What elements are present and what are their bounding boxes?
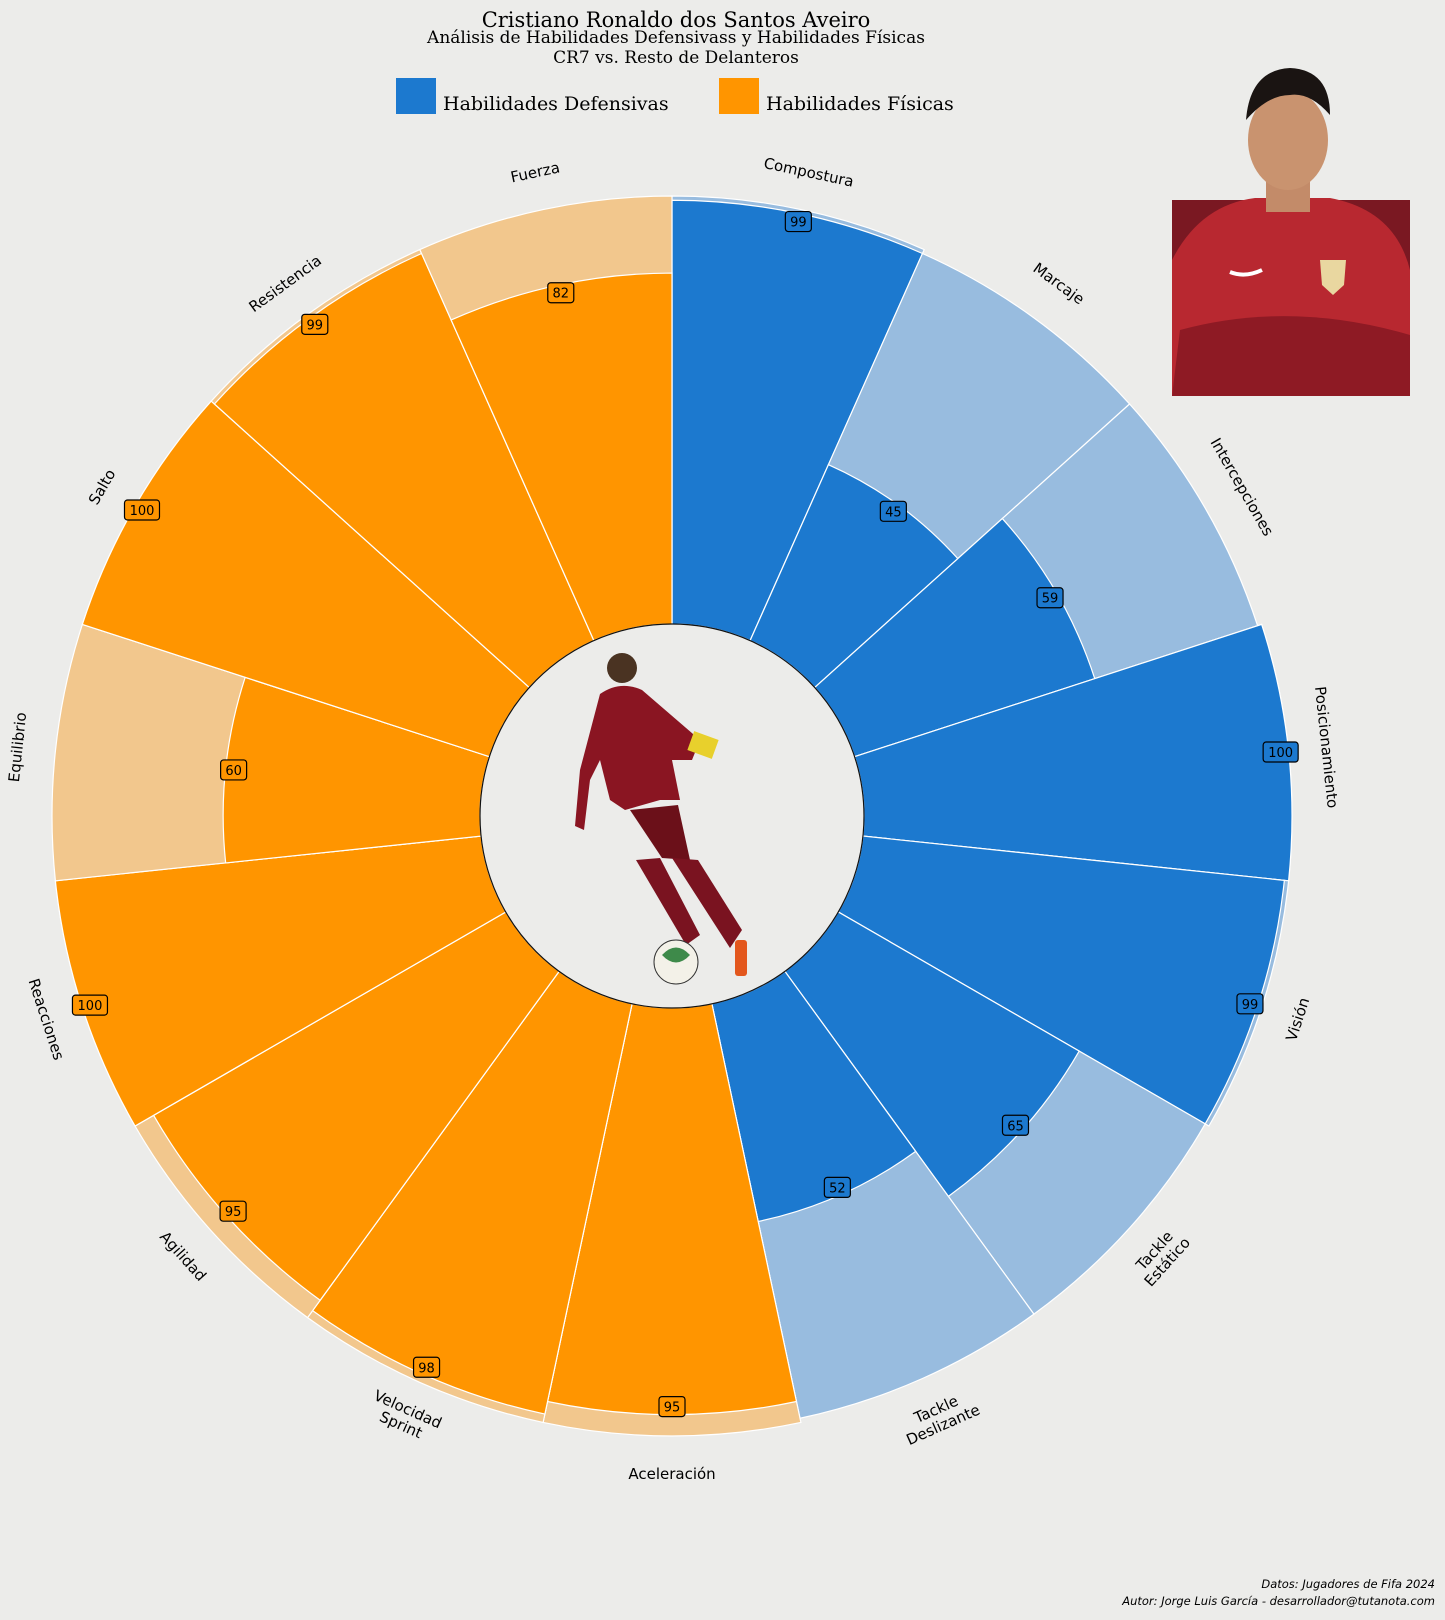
chart-wedges [51, 195, 1293, 1437]
value-label-vision: 99 [1242, 998, 1259, 1013]
legend-swatch-fisicas [719, 78, 759, 114]
value-label-box-aceleracion [658, 1395, 686, 1418]
value-label-marcaje: 45 [885, 505, 902, 520]
category-label-aceleracion: Aceleración [628, 1465, 715, 1483]
category-label-marcaje: Marcaje [1030, 259, 1088, 308]
value-label-box-tackle-estatico [1001, 1114, 1030, 1136]
value-label-equilibrio: 60 [225, 764, 242, 779]
value-label-resistencia: 99 [307, 318, 324, 333]
legend-swatch-defensivas [396, 78, 436, 114]
value-label-box-tackle-deslizante [823, 1176, 851, 1199]
value-label-box-posicionamiento [1262, 741, 1299, 763]
category-label-velocidad-sprint: VelocidadSprint [364, 1386, 444, 1447]
value-label-intercepciones: 59 [1042, 592, 1059, 607]
footer-source: Datos: Jugadores de Fifa 2024 [1261, 1577, 1435, 1591]
player-portrait-photo [1172, 68, 1410, 396]
category-label-compostura: Compostura [762, 154, 855, 191]
value-labels: 99 45 59 100 99 65 52 95 98 95 100 60 100 99 82 [71, 210, 1299, 1418]
value-label-box-resistencia [301, 313, 329, 335]
value-label-box-velocidad-sprint [412, 1356, 441, 1378]
value-label-box-fuerza [547, 282, 575, 304]
value-label-fuerza: 82 [553, 287, 570, 302]
value-label-reacciones: 100 [78, 999, 103, 1014]
category-label-salto: Salto [85, 466, 120, 508]
value-label-tackle-deslizante: 52 [829, 1181, 846, 1196]
category-label-agilidad: Agilidad [156, 1228, 210, 1285]
legend: Habilidades Defensivas Habilidades Físic… [396, 78, 954, 115]
category-label-reacciones: Reacciones [25, 976, 68, 1062]
value-label-box-compostura [784, 210, 812, 233]
value-label-tackle-estatico: 65 [1007, 1119, 1024, 1134]
category-label-fuerza: Fuerza [509, 158, 561, 186]
category-label-intercepciones: Intercepciones [1207, 435, 1278, 539]
category-label-tackle-estatico: TackleEstático [1128, 1222, 1194, 1290]
center-circle [479, 623, 865, 1009]
legend-label-defensivas: Habilidades Defensivas [443, 93, 669, 115]
category-label-vision: Visión [1282, 995, 1313, 1043]
category-label-equilibrio: Equilibrio [5, 711, 30, 783]
value-label-compostura: 99 [790, 216, 807, 231]
legend-label-fisicas: Habilidades Físicas [766, 93, 954, 115]
value-label-aceleracion: 95 [664, 1401, 681, 1416]
value-label-salto: 100 [130, 504, 155, 519]
value-label-box-salto [123, 499, 161, 521]
player-action-photo [575, 653, 747, 985]
value-label-posicionamiento: 100 [1268, 746, 1293, 761]
value-label-box-marcaje [879, 500, 907, 522]
value-label-agilidad: 95 [225, 1205, 242, 1220]
category-label-resistencia: Resistencia [246, 251, 325, 316]
category-label-tackle-deslizante: TackleDeslizante [897, 1385, 983, 1449]
value-label-box-intercepciones [1036, 587, 1064, 609]
value-label-velocidad-sprint: 98 [418, 1361, 435, 1376]
category-label-posicionamiento: Posicionamiento [1311, 685, 1342, 809]
value-label-box-equilibrio [220, 759, 248, 781]
value-label-box-agilidad [219, 1200, 247, 1222]
chart-subtitle: Análisis de Habilidades Defensivass y Ha… [426, 28, 925, 48]
chart-title: Cristiano Ronaldo dos Santos Aveiro [482, 8, 871, 32]
chart-subtitle-2: CR7 vs. Resto de Delanteros [553, 48, 799, 68]
value-label-box-vision [1236, 993, 1264, 1015]
value-label-box-reacciones [71, 994, 109, 1016]
footer-author: Autor: Jorge Luis García - desarrollador… [1121, 1594, 1435, 1608]
